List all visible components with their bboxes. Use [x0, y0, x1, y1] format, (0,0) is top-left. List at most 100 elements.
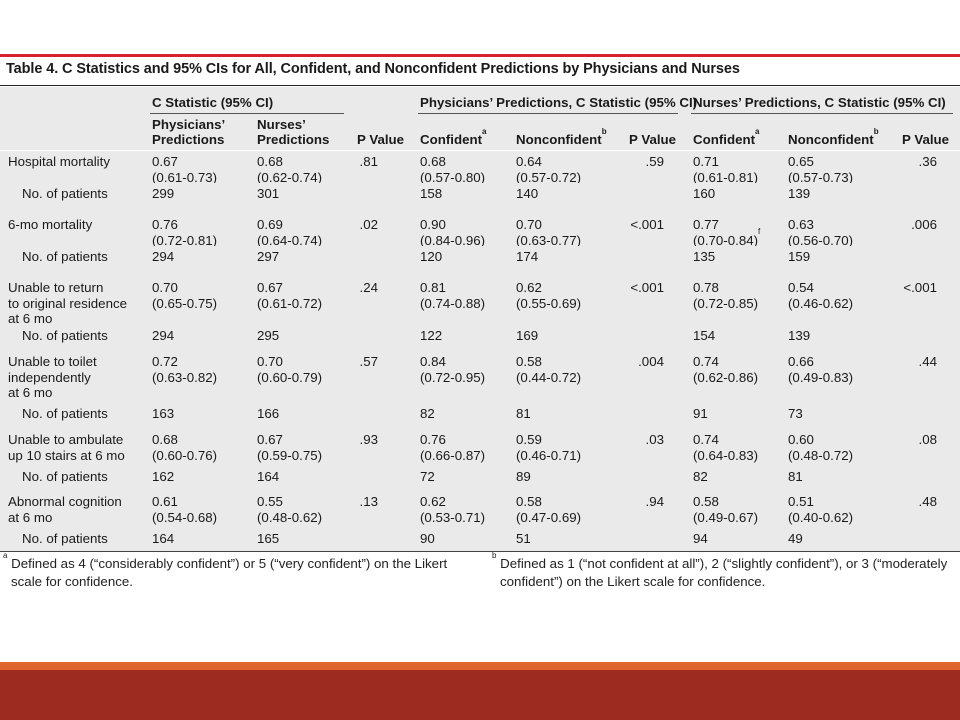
cell-confidence-interval: (0.59-0.75)	[257, 447, 323, 463]
cell-value: 0.58	[516, 354, 542, 369]
cell-physician-confident: 72	[420, 469, 435, 485]
header-physician-confident-label: Confident	[420, 132, 483, 147]
cell-confidence-interval: (0.46-0.71)	[516, 447, 582, 463]
cell-value: 89	[516, 469, 531, 484]
cell-nurse-confident: 0.77 (0.70-0.84)f	[693, 217, 760, 248]
cell-confidence-interval: (0.60-0.76)	[152, 447, 218, 463]
cell-value: 162	[152, 469, 175, 484]
row-label: No. of patients	[22, 531, 108, 547]
cell-value: 122	[420, 328, 443, 343]
cell-nurses-c-stat: 0.68 (0.62-0.74)	[257, 154, 322, 185]
cell-nurse-nonconfident: 0.60 (0.48-0.72)	[788, 432, 853, 463]
cell-confidence-interval: (0.64-0.74)	[257, 232, 323, 248]
cell-value: 301	[257, 186, 280, 201]
cell-value: <.001	[630, 280, 664, 295]
cell-physicians-c-stat: 0.68 (0.60-0.76)	[152, 432, 217, 463]
cell-value: 174	[516, 249, 539, 264]
cell-nurse-nonconfident: 139	[788, 328, 810, 344]
cell-confidence-interval: (0.49-0.67)	[693, 509, 759, 525]
table-row-outcome: 6-mo mortality 0.76 (0.72-0.81) 0.69 (0.64-0…	[0, 214, 960, 248]
header-physician-nonconfident-label: Nonconfident	[516, 132, 602, 147]
cell-nurse-p-value: .006	[911, 217, 937, 233]
header-group-physicians: Physicians’ Predictions, C Statistic (95…	[420, 95, 698, 110]
cell-nurse-p-value: .48	[919, 494, 938, 510]
cell-physician-nonconfident: 81	[516, 406, 531, 422]
header-p-value: P Value	[357, 132, 405, 147]
cell-value: 139	[788, 328, 811, 343]
cell-value: 0.62	[420, 494, 446, 509]
cell-value: 91	[693, 406, 708, 421]
cell-physician-p-value: <.001	[630, 217, 664, 233]
cell-nurse-confident: 0.71 (0.61-0.81)	[693, 154, 758, 185]
cell-physician-confident: 0.76 (0.66-0.87)	[420, 432, 485, 463]
cell-value: 0.90	[420, 217, 446, 232]
cell-nurses-c-stat: 0.55 (0.48-0.62)	[257, 494, 322, 525]
header-rule-physicians	[418, 113, 678, 114]
row-label-line: independently	[8, 369, 91, 385]
cell-nurse-nonconfident: 0.63 (0.56-0.70)	[788, 217, 853, 248]
cell-nurse-confident: 0.58 (0.49-0.67)	[693, 494, 758, 525]
cell-confidence-interval: (0.57-0.72)	[516, 169, 582, 185]
cell-physician-confident: 0.84 (0.72-0.95)	[420, 354, 485, 385]
cell-value: 294	[152, 328, 175, 343]
cell-confidence-interval: (0.55-0.69)	[516, 295, 582, 311]
table-row-patient-count: No. of patients 294 295 122 169 154 139	[0, 325, 960, 351]
header-nurse-nonconfident-label: Nonconfident	[788, 132, 874, 147]
row-label-line: Hospital mortality	[8, 154, 110, 169]
footnote-b-line-1: Defined as 1 (“not confident at all”), 2…	[500, 556, 948, 571]
footnote-b: b Defined as 1 (“not confident at all”),…	[492, 551, 948, 591]
cell-value: 90	[420, 531, 435, 546]
cell-physician-nonconfident: 0.58 (0.47-0.69)	[516, 494, 581, 525]
cell-value: 154	[693, 328, 716, 343]
cell-value: .48	[918, 494, 938, 509]
cell-physician-p-value: .94	[646, 494, 665, 510]
cell-value: .08	[918, 432, 938, 447]
header-nurse-p-value: P Value	[902, 132, 950, 147]
cell-nurse-confident: 0.74 (0.62-0.86)	[693, 354, 758, 385]
table-row-outcome: Hospital mortality 0.67 (0.61-0.73) 0.68 (0.…	[0, 151, 960, 185]
row-label-line: No. of patients	[22, 469, 108, 484]
cell-confidence-interval: (0.54-0.68)	[152, 509, 218, 525]
cell-confidence-interval: (0.47-0.69)	[516, 509, 582, 525]
row-label: No. of patients	[22, 406, 108, 422]
cell-value: .93	[359, 432, 379, 447]
cell-value: 81	[788, 469, 803, 484]
cell-nurses-c-stat: 295	[257, 328, 279, 344]
footnote-b-marker: b	[492, 550, 497, 560]
cell-nurses-c-stat: 165	[257, 531, 279, 547]
cell-value: 0.81	[420, 280, 446, 295]
cell-nurses-c-stat: 166	[257, 406, 279, 422]
row-label: 6-mo mortality	[8, 217, 92, 233]
cell-confidence-interval: (0.48-0.62)	[257, 509, 323, 525]
cell-value: 0.60	[788, 432, 814, 447]
cell-nurse-nonconfident: 139	[788, 186, 810, 202]
cell-confidence-interval: (0.65-0.75)	[152, 295, 218, 311]
table-bottom-rule	[0, 551, 960, 552]
cell-value: 165	[257, 531, 280, 546]
cell-value: 140	[516, 186, 539, 201]
cell-nurses-c-stat: 297	[257, 249, 279, 265]
cell-physician-nonconfident: 0.58 (0.44-0.72)	[516, 354, 581, 385]
table-row-patient-count: No. of patients 294 297 120 174 135 159	[0, 246, 960, 277]
cell-value: <.001	[903, 280, 937, 295]
cell-value: 0.72	[152, 354, 178, 369]
cell-confidence-interval: (0.53-0.71)	[420, 509, 486, 525]
cell-physician-nonconfident: 51	[516, 531, 531, 547]
cell-value: 0.76	[420, 432, 446, 447]
cell-physician-p-value: .004	[638, 354, 664, 370]
cell-nurse-confident: 94	[693, 531, 708, 547]
cell-value: 0.68	[420, 154, 446, 169]
cell-value: 82	[420, 406, 435, 421]
cell-value: 0.65	[788, 154, 814, 169]
cell-confidence-interval: (0.72-0.95)	[420, 369, 486, 385]
header-separator	[0, 150, 960, 151]
cell-nurse-confident: 82	[693, 469, 708, 485]
cell-confidence-interval: (0.57-0.80)	[420, 169, 486, 185]
cell-value: 294	[152, 249, 175, 264]
cell-value: <.001	[630, 217, 664, 232]
table-header: C Statistic (95% CI) Physicians’ Predict…	[0, 87, 960, 150]
cell-confidence-interval: (0.66-0.87)	[420, 447, 486, 463]
header-rule-nurses	[691, 113, 953, 114]
cell-confidence-interval: (0.70-0.84)	[693, 232, 759, 248]
